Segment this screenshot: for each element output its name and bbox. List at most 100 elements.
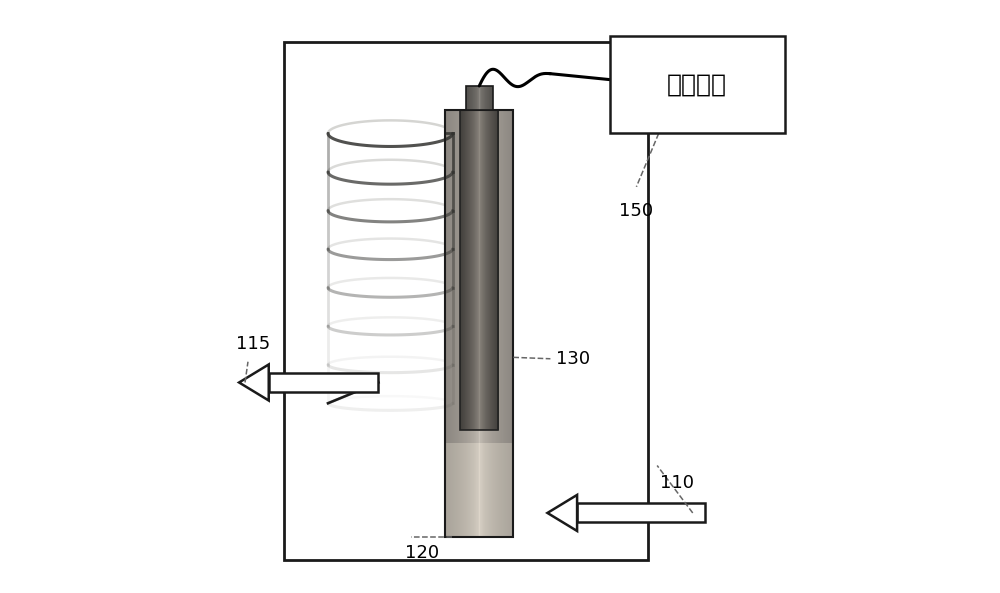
- Bar: [491, 443, 492, 537]
- Bar: [468, 443, 470, 537]
- Bar: [449, 443, 450, 537]
- Bar: [466, 110, 467, 430]
- Bar: [458, 110, 459, 537]
- Bar: [484, 110, 486, 537]
- Text: 130: 130: [556, 350, 590, 368]
- Bar: [465, 110, 466, 430]
- Bar: [505, 110, 507, 537]
- Bar: [490, 110, 491, 430]
- Bar: [458, 443, 460, 537]
- Bar: [465, 443, 466, 537]
- Bar: [483, 443, 484, 537]
- Bar: [468, 110, 469, 430]
- Bar: [462, 110, 463, 430]
- Bar: [468, 110, 469, 430]
- Bar: [477, 110, 478, 430]
- Bar: [496, 110, 497, 430]
- Bar: [483, 110, 484, 537]
- Bar: [463, 110, 464, 537]
- Bar: [474, 110, 475, 537]
- Bar: [485, 110, 486, 430]
- Bar: [478, 110, 479, 537]
- Bar: [447, 110, 449, 537]
- Bar: [463, 443, 465, 537]
- Bar: [487, 443, 488, 537]
- Bar: [485, 110, 486, 430]
- Bar: [499, 110, 500, 537]
- Bar: [470, 110, 471, 537]
- Bar: [461, 110, 462, 430]
- Bar: [482, 110, 483, 430]
- Bar: [509, 110, 511, 537]
- Bar: [473, 110, 474, 537]
- Bar: [509, 443, 510, 537]
- Bar: [488, 110, 489, 430]
- Bar: [464, 110, 465, 430]
- Bar: [460, 110, 462, 430]
- Bar: [472, 443, 474, 537]
- Bar: [445, 110, 513, 537]
- Bar: [466, 110, 467, 430]
- Bar: [452, 443, 453, 537]
- Bar: [475, 443, 476, 537]
- Bar: [477, 110, 478, 430]
- Bar: [512, 443, 513, 537]
- Bar: [491, 443, 493, 537]
- Bar: [462, 110, 463, 430]
- Bar: [493, 110, 494, 430]
- Bar: [487, 443, 489, 537]
- Bar: [506, 110, 507, 537]
- Bar: [471, 110, 473, 537]
- Bar: [497, 443, 499, 537]
- Bar: [478, 110, 479, 430]
- Bar: [495, 110, 497, 537]
- Bar: [494, 110, 495, 430]
- Bar: [471, 110, 472, 430]
- Bar: [474, 110, 475, 430]
- Bar: [447, 443, 449, 537]
- Bar: [495, 443, 496, 537]
- Bar: [484, 110, 485, 430]
- Bar: [503, 110, 505, 537]
- Bar: [463, 110, 465, 537]
- Bar: [480, 443, 481, 537]
- Bar: [504, 443, 505, 537]
- Bar: [491, 110, 492, 430]
- Bar: [492, 443, 493, 537]
- Bar: [494, 110, 495, 537]
- Bar: [479, 110, 481, 537]
- Bar: [470, 110, 471, 430]
- Bar: [466, 110, 468, 537]
- Bar: [492, 110, 493, 537]
- Bar: [496, 443, 498, 537]
- Polygon shape: [547, 495, 577, 531]
- Bar: [492, 110, 493, 430]
- Bar: [500, 443, 501, 537]
- Bar: [512, 110, 513, 537]
- Bar: [482, 443, 484, 537]
- Bar: [461, 110, 463, 537]
- Bar: [460, 110, 498, 430]
- Bar: [473, 110, 474, 430]
- Bar: [473, 110, 474, 430]
- Bar: [481, 110, 482, 430]
- Bar: [503, 443, 504, 537]
- Bar: [610, 36, 785, 133]
- Bar: [496, 110, 497, 537]
- Bar: [484, 443, 486, 537]
- Bar: [476, 110, 477, 430]
- Bar: [492, 110, 493, 430]
- Bar: [449, 110, 450, 537]
- Bar: [453, 443, 454, 537]
- Bar: [476, 110, 477, 537]
- Bar: [480, 110, 482, 537]
- Bar: [484, 443, 485, 537]
- Bar: [495, 110, 497, 430]
- Bar: [510, 110, 511, 537]
- Bar: [457, 110, 458, 537]
- Bar: [483, 110, 484, 430]
- Bar: [486, 110, 488, 537]
- Bar: [460, 443, 461, 537]
- Bar: [445, 443, 447, 537]
- Bar: [475, 110, 477, 430]
